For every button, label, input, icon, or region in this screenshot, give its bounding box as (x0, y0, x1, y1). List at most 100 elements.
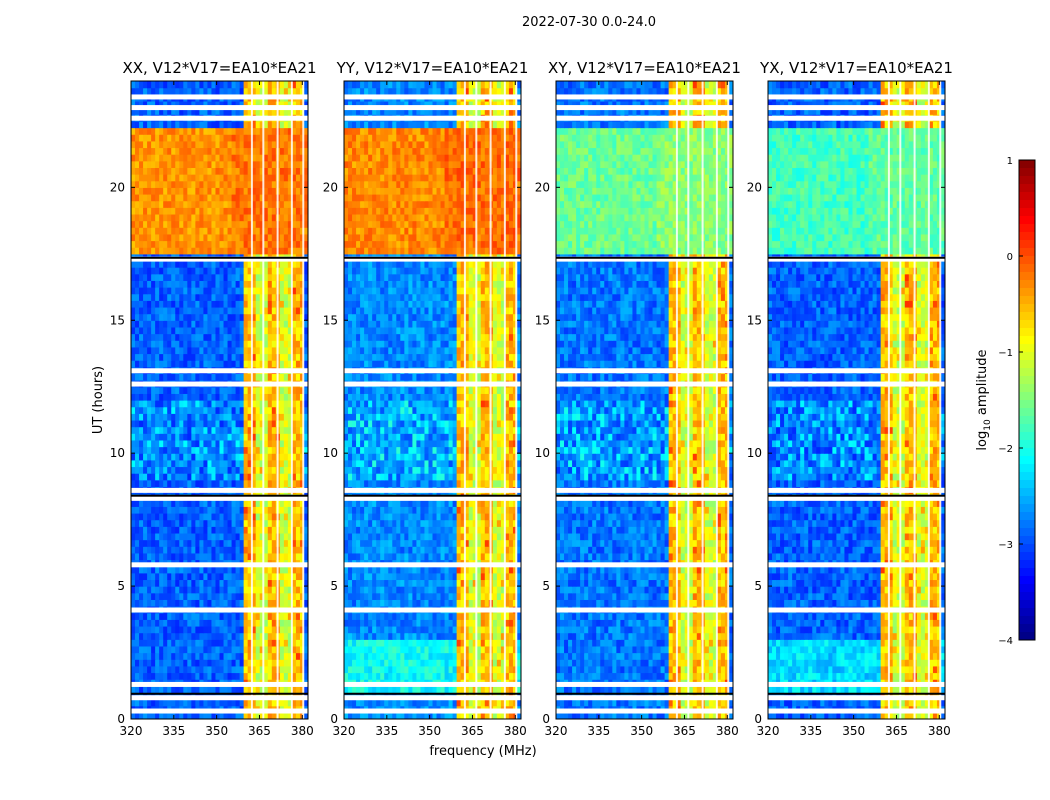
colorbar-label-tail: amplitude (975, 349, 990, 419)
colorbar-segment (1019, 512, 1035, 521)
colorbar-segment (1019, 280, 1035, 289)
colorbar-segment (1019, 184, 1035, 193)
colorbar-segment (1019, 568, 1035, 577)
y-tick-label: 5 (330, 579, 338, 593)
colorbar-segment (1019, 240, 1035, 249)
colorbar-segment (1019, 224, 1035, 233)
y-tick-label: 10 (110, 446, 125, 460)
y-tick-label: 0 (330, 712, 338, 726)
colorbar-tick-label: 1 (1007, 156, 1013, 167)
x-tick-label: 380 (716, 724, 739, 738)
panel-yx: YX, V12*V17=EA10*EA21 320 335 350 365 380 0 5 10… (747, 59, 953, 738)
colorbar-segment (1019, 288, 1035, 297)
x-tick-label: 350 (842, 724, 865, 738)
colorbar-segment (1019, 424, 1035, 433)
colorbar-segment (1019, 440, 1035, 449)
colorbar-segment (1019, 392, 1035, 401)
x-tick-label: 335 (799, 724, 822, 738)
x-tick-label: 380 (504, 724, 527, 738)
colorbar-segment (1019, 192, 1035, 201)
y-axis-label: UT (hours) (91, 366, 106, 434)
colorbar-segment (1019, 272, 1035, 281)
colorbar-segment (1019, 496, 1035, 505)
y-tick-label: 15 (323, 313, 338, 327)
colorbar-segment (1019, 584, 1035, 593)
x-tick-label: 335 (587, 724, 610, 738)
colorbar-segment (1019, 360, 1035, 369)
y-tick-label: 5 (754, 579, 762, 593)
colorbar-segment (1019, 232, 1035, 241)
x-tick-label: 335 (375, 724, 398, 738)
colorbar-segment (1019, 600, 1035, 609)
y-tick-label: 10 (323, 446, 338, 460)
colorbar-segment (1019, 312, 1035, 321)
y-tick-label: 20 (535, 180, 550, 194)
panel-yy: YY, V12*V17=EA10*EA21 320 335 350 365 380 0 5 10… (323, 59, 529, 738)
y-tick-label: 20 (110, 180, 125, 194)
colorbar-segment (1019, 552, 1035, 561)
colorbar-segment (1019, 408, 1035, 417)
x-tick-label: 365 (885, 724, 908, 738)
panel-frame (555, 80, 734, 720)
colorbar-segment (1019, 248, 1035, 257)
colorbar-tick-label: 0 (1007, 252, 1013, 263)
colorbar-segment (1019, 160, 1035, 169)
x-tick-label: 320 (120, 724, 143, 738)
colorbar-segment (1019, 432, 1035, 441)
y-tick-label: 0 (754, 712, 762, 726)
colorbar-segment (1019, 544, 1035, 553)
colorbar-segment (1019, 304, 1035, 313)
x-tick-label: 320 (333, 724, 356, 738)
y-tick-label: 20 (323, 180, 338, 194)
y-tick-label: 15 (535, 313, 550, 327)
colorbar-segment (1019, 376, 1035, 385)
colorbar-segment (1019, 504, 1035, 513)
panel-xx: XX, V12*V17=EA10*EA21 320 335 350 365 380 0 5 10… (110, 59, 317, 738)
colorbar-segment (1019, 472, 1035, 481)
y-tick-label: 20 (747, 180, 762, 194)
y-tick-label: 0 (117, 712, 125, 726)
colorbar-segment (1019, 528, 1035, 537)
panel-title: XX, V12*V17=EA10*EA21 (122, 59, 316, 77)
colorbar-segment (1019, 352, 1035, 361)
panel-frame (767, 80, 946, 720)
heatmap-image (556, 81, 733, 719)
x-tick-label: 350 (418, 724, 441, 738)
heatmap-image (768, 81, 945, 719)
colorbar-segment (1019, 608, 1035, 617)
colorbar-tick-label: −3 (998, 540, 1013, 551)
colorbar-label-main: log (975, 431, 990, 451)
colorbar-segment (1019, 176, 1035, 185)
panel-title: XY, V12*V17=EA10*EA21 (548, 59, 741, 77)
colorbar-segment (1019, 448, 1035, 457)
colorbar-segment (1019, 264, 1035, 273)
y-tick-label: 10 (535, 446, 550, 460)
colorbar: 1 0 −1 −2 −3 −4 (998, 156, 1036, 647)
colorbar-label: log10 amplitude (975, 349, 993, 450)
colorbar-segment (1019, 344, 1035, 353)
panel-title: YX, V12*V17=EA10*EA21 (759, 59, 953, 77)
panels-group: XX, V12*V17=EA10*EA21 320 335 350 365 380 0 5 10… (110, 59, 953, 738)
colorbar-segment (1019, 456, 1035, 465)
x-tick-label: 350 (205, 724, 228, 738)
colorbar-segment (1019, 320, 1035, 329)
colorbar-segment (1019, 416, 1035, 425)
colorbar-segment (1019, 624, 1035, 633)
colorbar-segment (1019, 592, 1035, 601)
x-axis-label: frequency (MHz) (429, 744, 536, 759)
y-tick-label: 5 (117, 579, 125, 593)
x-tick-label: 320 (545, 724, 568, 738)
colorbar-label-sub: 10 (983, 419, 993, 431)
colorbar-segment (1019, 256, 1035, 265)
heatmap-image (344, 81, 521, 719)
panel-frame (130, 80, 309, 720)
x-tick-label: 350 (630, 724, 653, 738)
x-tick-label: 335 (162, 724, 185, 738)
colorbar-segment (1019, 616, 1035, 625)
heatmap-image (131, 81, 308, 719)
x-tick-label: 380 (291, 724, 314, 738)
x-tick-label: 380 (928, 724, 951, 738)
colorbar-segment (1019, 296, 1035, 305)
colorbar-segment (1019, 216, 1035, 225)
